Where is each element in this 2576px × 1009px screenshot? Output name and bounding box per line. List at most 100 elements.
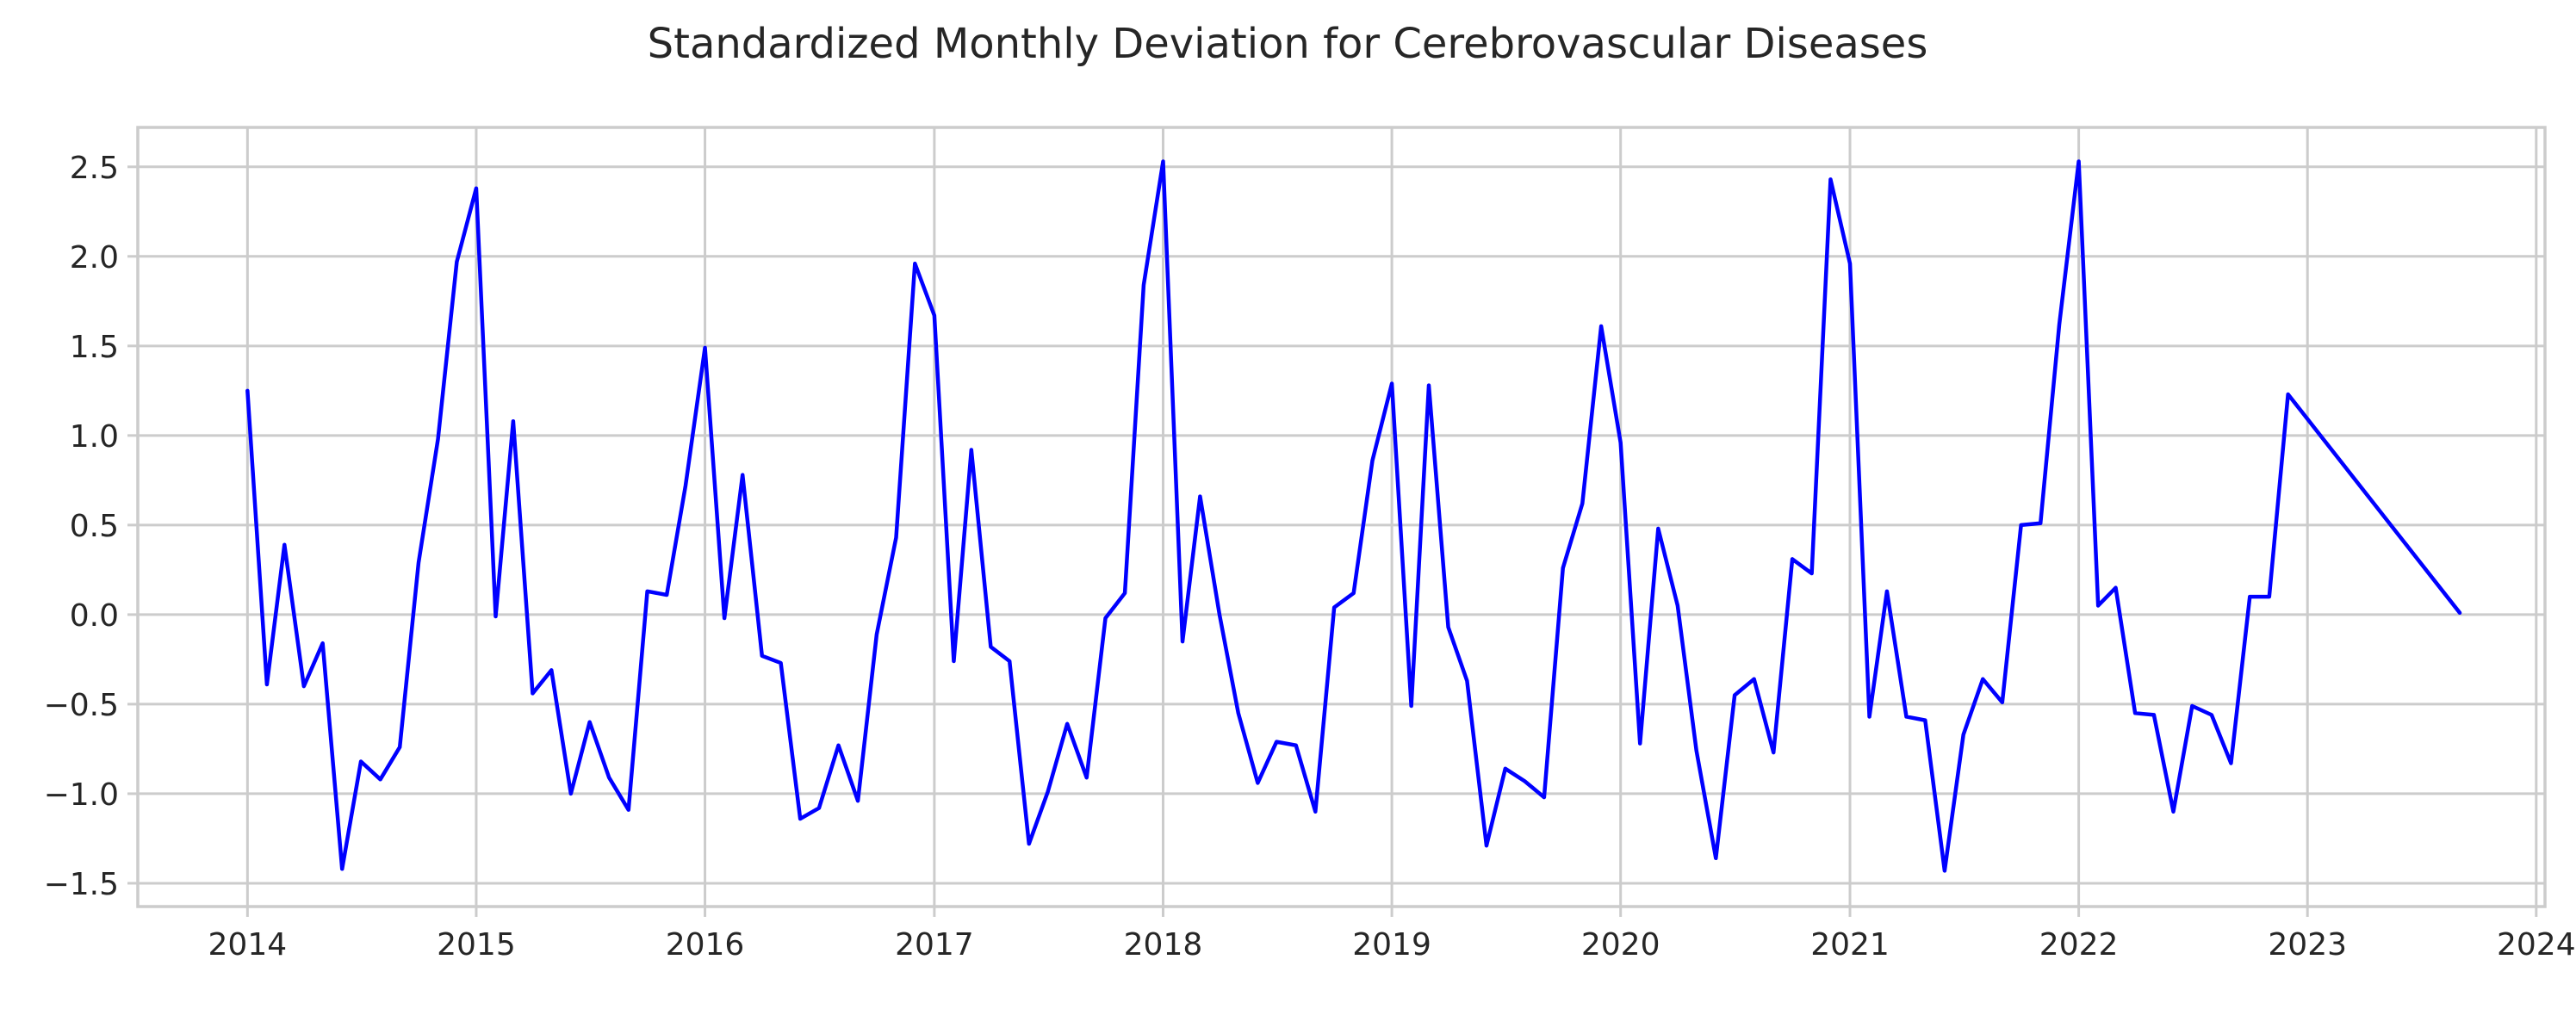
data-point [1409,704,1412,708]
data-point [1638,741,1642,745]
data-point [1714,857,1717,860]
data-point [1181,640,1184,643]
data-point [2268,595,2271,598]
data-point [645,590,649,593]
data-point [760,654,764,658]
y-tick-label: −0.5 [44,688,119,723]
data-point [1027,842,1031,845]
x-tick-label: 2014 [208,927,288,963]
data-point [302,684,306,688]
data-point [703,346,706,350]
data-point [340,867,344,870]
y-tick-label: −1.0 [44,777,119,813]
data-point [1904,715,1908,718]
data-point [1695,749,1698,752]
data-point [607,776,611,779]
data-point [549,668,553,672]
data-point [1523,779,1526,783]
data-point [1504,767,1507,771]
y-tick-label: 1.5 [70,330,119,365]
data-point [1561,566,1565,570]
data-point [282,543,286,547]
data-point [856,799,860,802]
plot-area-border [136,126,2547,908]
data-point [817,806,821,809]
data-point [894,535,897,539]
data-point [531,691,534,695]
chart-title: Standardized Monthly Deviation for Cereb… [648,20,1928,68]
data-point [2076,159,2080,163]
data-point [2133,711,2137,715]
data-point [1256,781,1259,784]
y-tick-label: 2.0 [70,240,119,275]
y-tick-label: 2.5 [70,151,119,186]
data-point [475,187,478,190]
y-tick-label: −1.5 [44,867,119,902]
y-tick-label: 1.0 [70,419,119,455]
data-point [2039,522,2042,525]
data-point [2114,585,2117,589]
data-point [2096,604,2100,607]
plot-frame [136,126,2547,908]
data-point [2019,523,2022,527]
data-point [1332,605,1336,609]
data-point [1656,527,1660,530]
data-point [1752,678,1755,681]
y-axis-ticks: −1.5 −1.0 −0.5 0.0 0.5 1.0 1.5 2.0 2.5 [44,151,138,902]
x-tick-label: 2022 [2039,927,2119,963]
data-point [1161,159,1164,163]
data-point [1885,590,1889,593]
data-point [952,659,955,663]
data-point [512,419,515,423]
data-point [1103,616,1107,620]
data-point [436,437,439,441]
data-point [723,616,726,620]
data-point [1943,869,1946,872]
x-tick-label: 2016 [666,927,745,963]
data-point [2229,761,2232,764]
data-point [320,641,324,645]
data-point [741,473,744,476]
data-point [1599,325,1603,328]
x-tick-label: 2018 [1124,927,1203,963]
data-point [1962,733,1965,736]
data-point [455,260,458,263]
data-point [1828,177,1832,181]
data-point [1351,591,1355,595]
data-point [1485,844,1488,847]
data-point [1275,740,1278,743]
data-point [1772,751,1775,754]
data-point [1446,625,1449,628]
data-point [398,746,401,749]
data-point [2171,810,2175,814]
data-point [1618,441,1622,444]
data-point [2152,713,2156,716]
data-point [2458,611,2461,615]
x-tick-label: 2021 [1810,927,1890,963]
data-point [417,560,420,564]
x-tick-label: 2015 [437,927,516,963]
data-point [684,484,687,487]
data-point [1294,744,1298,747]
data-point [265,683,269,686]
data-point [627,808,630,811]
y-tick-label: 0.5 [70,509,119,544]
data-point [913,262,916,265]
y-tick-label: 0.0 [70,598,119,634]
data-point [2248,595,2251,598]
data-point [1923,718,1927,721]
data-point [1313,810,1317,814]
data-point [1198,494,1201,498]
data-point [359,759,363,763]
data-point [970,448,973,451]
series-layer [245,159,2462,873]
data-point [1065,722,1069,726]
data-point [1848,262,1852,265]
data-point [1046,790,1049,794]
data-point [1733,693,1736,696]
data-point [245,389,249,393]
data-point [1237,711,1240,715]
data-point [798,817,802,820]
